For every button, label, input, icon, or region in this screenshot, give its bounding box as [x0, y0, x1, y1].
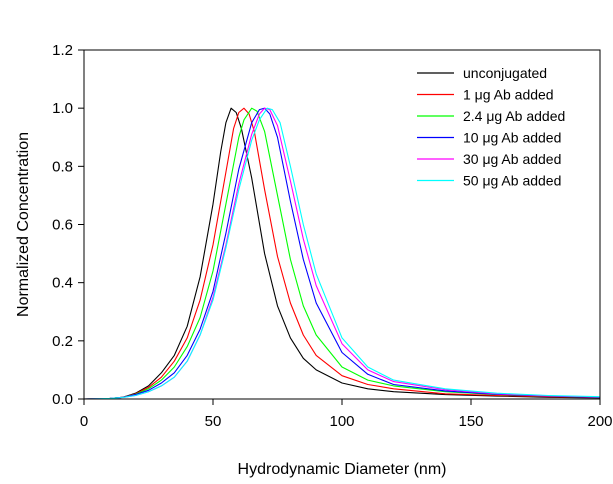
x-axis-label: Hydrodynamic Diameter (nm) [238, 461, 447, 478]
series-line-0 [83, 107, 601, 400]
x-tick-label: 0 [80, 413, 88, 430]
legend-label: 1 μg Ab added [463, 87, 554, 103]
x-tick-label: 100 [329, 413, 354, 430]
x-tick-label: 150 [458, 413, 483, 430]
ticks-layer: 0 50 100 150 200 0.0 0.2 0.4 0.6 0.8 1.0 1.2 [52, 42, 612, 430]
y-tick-label: 0.6 [52, 217, 73, 234]
legend-label: 30 μg Ab added [463, 151, 561, 167]
series-line-1 [83, 107, 601, 400]
series-layer [83, 107, 601, 400]
series-line-5 [83, 107, 601, 400]
x-tick-label: 200 [587, 413, 612, 430]
legend-label: 50 μg Ab added [463, 173, 561, 189]
y-tick-label: 0.4 [52, 275, 73, 292]
y-axis-label: Normalized Concentration [15, 132, 32, 317]
y-tick-label: 1.0 [52, 100, 73, 117]
x-tick-label: 50 [205, 413, 222, 430]
legend: unconjugated 1 μg Ab added 2.4 μg Ab added… [417, 65, 565, 189]
y-tick-label: 0.8 [52, 158, 73, 175]
legend-label: 2.4 μg Ab added [463, 108, 565, 124]
y-tick-label: 0.0 [52, 391, 73, 408]
legend-label: 10 μg Ab added [463, 130, 561, 146]
legend-label: unconjugated [463, 65, 547, 81]
y-tick-label: 1.2 [52, 42, 73, 59]
series-line-3 [83, 107, 601, 400]
series-line-2 [83, 107, 601, 400]
y-tick-label: 0.2 [52, 333, 73, 350]
